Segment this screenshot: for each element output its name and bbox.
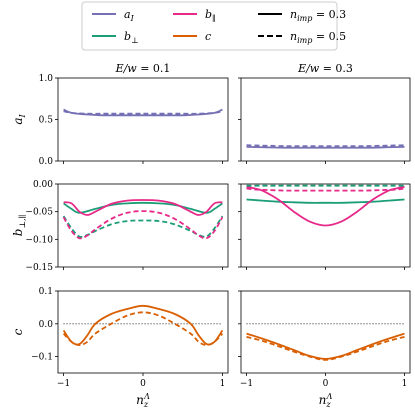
series-line-b_⊥-0.3 (246, 198, 405, 204)
panel-title: E/w = 0.1 (115, 62, 171, 75)
panel-4: 0.1 0.0 −0.1 −1 0 1 c nzΛ (11, 287, 229, 409)
x-tick-label: 0 (323, 379, 329, 389)
axes-frame (240, 77, 411, 162)
series-line-a_I-0.5 (246, 144, 405, 148)
legend-label-b_perp: b⊥ (124, 30, 139, 45)
y-tick-label: −0.10 (25, 235, 53, 245)
panel-0: E/w = 0.1 0.0 0.5 1.0 aI (11, 62, 229, 167)
axes-frame (240, 290, 411, 374)
x-tick-label: 0 (140, 379, 146, 389)
panel-title: E/w = 0.3 (297, 62, 353, 75)
axes-frame (57, 290, 229, 374)
series-line-b_∥-0.5 (62, 210, 224, 240)
y-axis-label: aI (11, 114, 27, 125)
y-tick-label: −0.15 (25, 263, 53, 273)
x-tick-label: −1 (57, 379, 70, 389)
series-line-c-0.5 (246, 336, 405, 361)
panel-2: 0.00 −0.05 −0.10 −0.15 b⊥,∥ (11, 180, 229, 273)
y-tick-label: 0.0 (39, 157, 54, 167)
axes-frame (57, 183, 229, 268)
series-line-b_∥-0.3 (246, 185, 405, 227)
series-line-c-0.5 (62, 311, 224, 347)
panel-3 (238, 183, 411, 270)
series-line-b_∥-0.3 (63, 199, 223, 216)
x-axis-label: nzΛ (136, 392, 150, 409)
y-tick-label: 0.1 (39, 287, 53, 297)
legend-label-b_par: b∥ (205, 8, 216, 23)
x-tick-label: 1 (220, 379, 226, 389)
series-line-b_∥-0.5 (246, 187, 405, 192)
series-line-a_I-0.3 (246, 146, 405, 149)
y-tick-label: −0.05 (25, 208, 53, 218)
y-tick-label: −0.1 (31, 353, 53, 363)
y-tick-label: 0.5 (39, 116, 54, 126)
series-line-b_⊥-0.3 (63, 201, 223, 214)
y-tick-label: 1.0 (39, 74, 54, 84)
panel-5: −1 0 1 nzΛ (238, 290, 411, 409)
legend-label-a_I: aI (124, 8, 135, 23)
y-tick-label: 0.00 (33, 180, 53, 190)
axes-frame (240, 183, 411, 268)
legend-label-c: c (205, 30, 211, 43)
x-axis-label: nzΛ (319, 392, 333, 409)
series-line-c-0.3 (62, 304, 224, 346)
series-line-c-0.3 (246, 332, 405, 360)
legend: aI b⊥ b∥ c nimp = 0.3 nimp = 0.5 (81, 1, 346, 51)
axes-frame (57, 77, 229, 162)
y-axis-label: c (11, 328, 25, 335)
legend-label-n03: nimp = 0.3 (290, 8, 346, 23)
x-tick-label: −1 (240, 379, 253, 389)
series-line-b_⊥-0.5 (62, 215, 224, 238)
series-line-a_I-0.5 (63, 110, 223, 115)
legend-label-n05: nimp = 0.5 (290, 30, 346, 45)
x-tick-label: 1 (402, 379, 408, 389)
y-axis-label: b⊥,∥ (11, 215, 27, 236)
panel-1: E/w = 0.3 (238, 62, 411, 164)
y-tick-label: 0.0 (39, 320, 54, 330)
